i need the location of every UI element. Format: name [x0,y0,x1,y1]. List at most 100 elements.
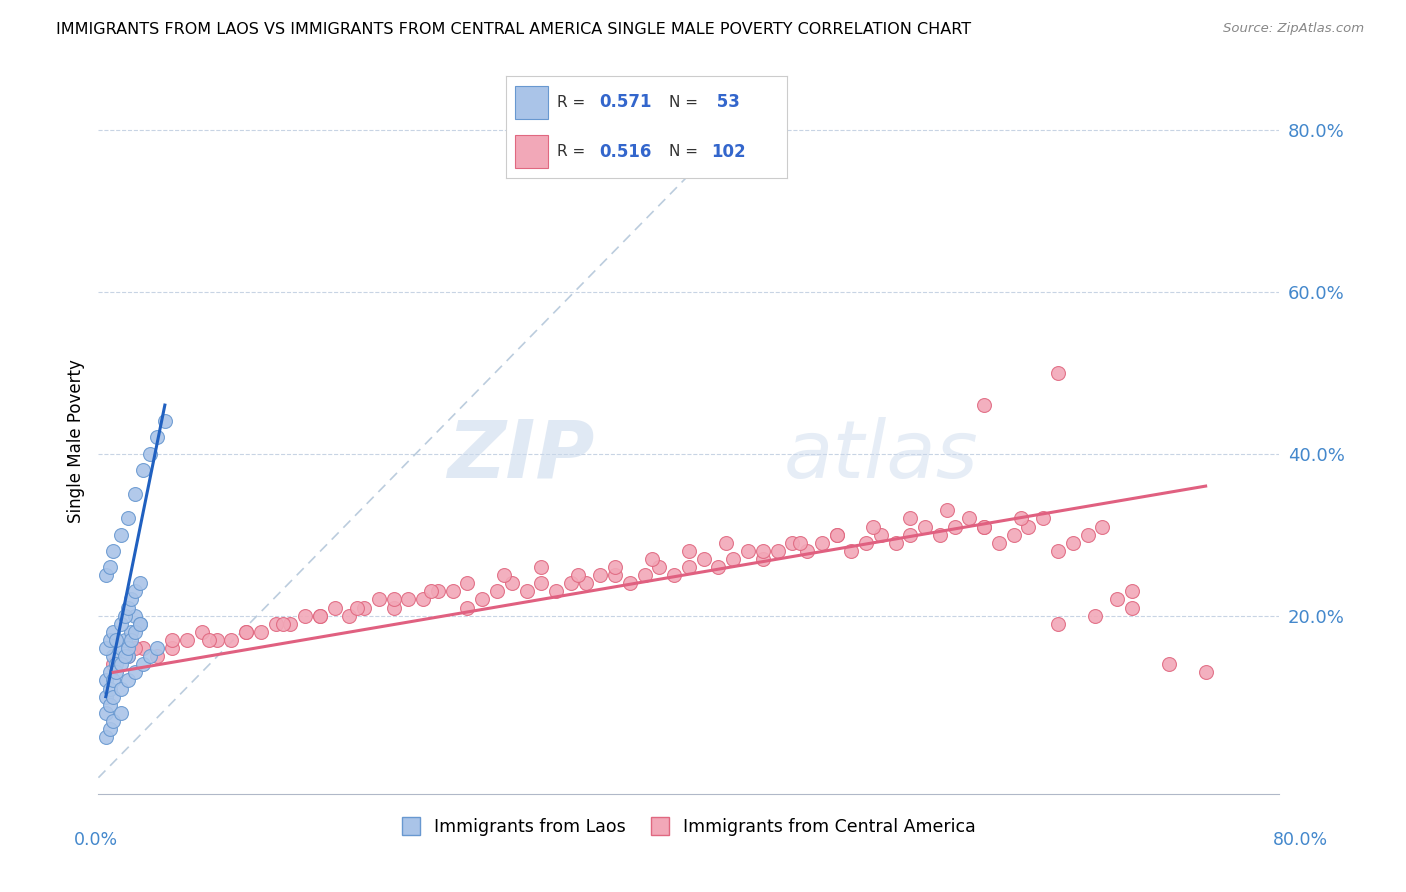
Text: R =: R = [557,95,591,110]
Point [105,657,128,672]
Point [114,649,136,664]
Point [250,624,273,639]
Point [634,568,657,582]
Point [870,527,893,541]
Point [94,706,117,720]
Point [264,616,287,631]
Point [94,568,117,582]
Point [124,487,146,501]
Point [457,576,479,591]
Point [103,690,125,704]
Point [110,527,132,541]
Point [707,560,730,574]
Point [884,536,907,550]
Point [280,616,302,631]
Point [782,536,804,550]
Point [1077,527,1099,541]
Point [471,592,494,607]
Point [1010,511,1032,525]
Point [132,657,155,672]
Text: 80.0%: 80.0% [1272,831,1329,849]
Point [398,592,420,607]
Point [105,665,128,680]
Point [619,576,641,591]
Point [94,641,117,656]
Point [146,649,169,664]
Point [959,511,981,525]
Point [368,592,391,607]
Point [353,600,375,615]
Point [120,624,142,639]
Text: 0.516: 0.516 [599,143,651,161]
Point [162,632,183,647]
Point [110,657,132,672]
Point [664,568,686,582]
Point [94,673,117,688]
Point [309,608,332,623]
Text: N =: N = [669,95,699,110]
Point [1121,600,1143,615]
Point [1091,519,1114,533]
Text: 102: 102 [711,143,747,161]
Point [191,624,214,639]
Point [678,544,700,558]
Point [139,447,162,461]
Point [678,560,700,574]
Point [146,641,169,656]
Point [855,536,877,550]
Point [98,632,121,647]
Point [936,503,959,517]
Point [110,681,132,696]
Point [103,544,125,558]
Point [1084,608,1107,623]
Point [103,624,125,639]
Point [117,673,139,688]
Point [752,552,775,566]
Point [271,616,294,631]
Text: 0.571: 0.571 [599,94,651,112]
Point [530,560,553,574]
Point [810,536,832,550]
Point [124,608,146,623]
Point [546,584,568,599]
Point [766,544,789,558]
Point [900,511,922,525]
Point [323,600,346,615]
Point [929,527,952,541]
Point [205,632,228,647]
Point [382,592,405,607]
Point [900,527,922,541]
Point [105,632,128,647]
Point [128,576,150,591]
Point [124,665,146,680]
Point [98,722,121,736]
Point [1195,665,1218,680]
Text: 53: 53 [711,94,741,112]
Point [124,641,146,656]
Point [94,730,117,744]
Point [441,584,464,599]
Point [486,584,509,599]
Bar [515,136,548,168]
Point [132,641,155,656]
Point [139,649,162,664]
Point [641,552,664,566]
Point [1046,544,1070,558]
Text: 0.0%: 0.0% [73,831,118,849]
Text: atlas: atlas [783,417,979,495]
Point [714,536,737,550]
Point [124,624,146,639]
Point [98,665,121,680]
Point [1157,657,1180,672]
Point [737,544,759,558]
Point [973,398,995,412]
Point [339,608,361,623]
Point [309,608,332,623]
Point [988,536,1011,550]
Point [530,576,553,591]
Point [1032,511,1054,525]
Point [98,681,121,696]
Point [1121,584,1143,599]
Text: IMMIGRANTS FROM LAOS VS IMMIGRANTS FROM CENTRAL AMERICA SINGLE MALE POVERTY CORR: IMMIGRANTS FROM LAOS VS IMMIGRANTS FROM … [56,22,972,37]
Point [1107,592,1129,607]
